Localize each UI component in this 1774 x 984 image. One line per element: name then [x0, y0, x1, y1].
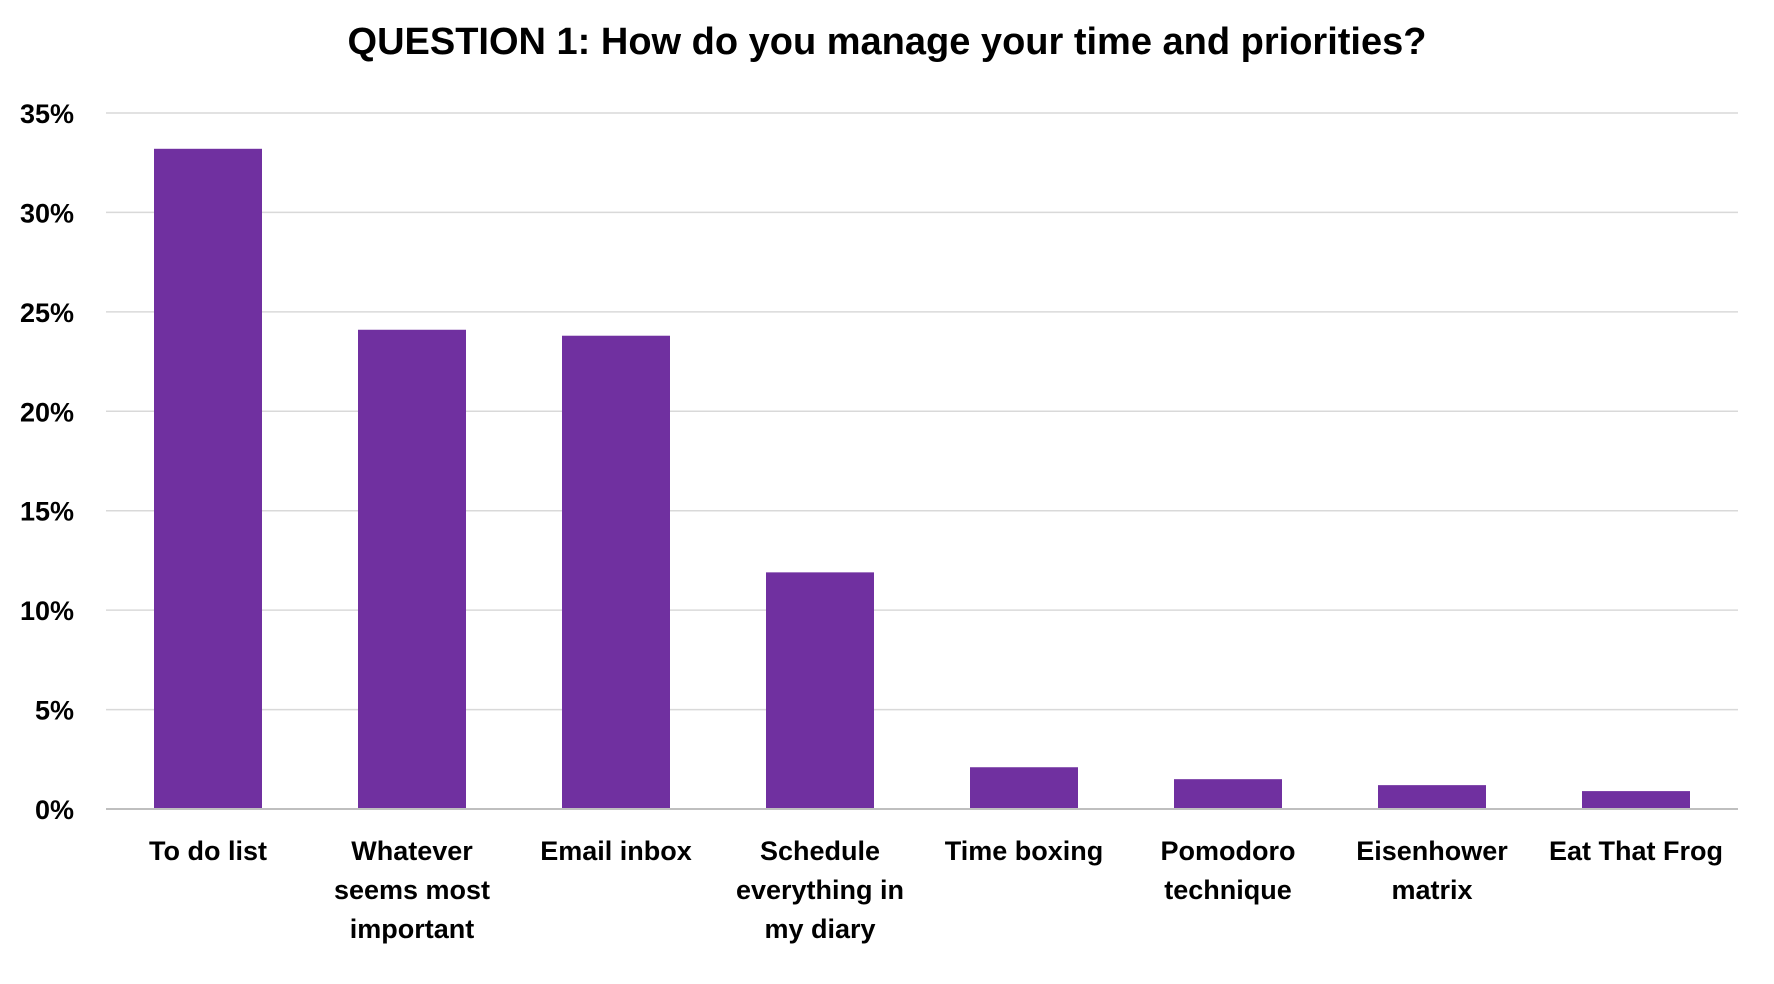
category-label-line: To do list	[149, 836, 267, 866]
bar	[1582, 791, 1690, 809]
category-label-line: Schedule	[760, 836, 880, 866]
category-label-line: seems most	[334, 875, 490, 905]
category-labels: To do list Whatever seems most important Ema…	[149, 836, 1723, 944]
category-label: Eat That Frog	[1549, 836, 1723, 866]
category-label-line: my diary	[764, 914, 875, 944]
category-label-line: technique	[1164, 875, 1292, 905]
category-label: Email inbox	[540, 836, 692, 866]
y-tick-label: 20%	[20, 397, 74, 427]
bar	[970, 767, 1078, 809]
category-label: Whatever seems most important	[334, 836, 490, 944]
category-label: Time boxing	[945, 836, 1104, 866]
bar	[766, 572, 874, 809]
y-tick-label: 25%	[20, 298, 74, 328]
bar	[1174, 779, 1282, 809]
category-label-line: Eisenhower	[1356, 836, 1508, 866]
bar	[358, 329, 466, 809]
category-label: Pomodoro technique	[1161, 836, 1296, 905]
bars	[154, 148, 1690, 809]
y-axis-ticks: 0% 5% 10% 15% 20% 25% 30% 35%	[20, 99, 74, 825]
bar	[154, 148, 262, 809]
gridlines	[106, 112, 1738, 711]
bar	[562, 335, 670, 809]
category-label-line: important	[350, 914, 475, 944]
category-label-line: Whatever	[351, 836, 473, 866]
y-tick-label: 30%	[20, 198, 74, 228]
y-tick-label: 0%	[35, 795, 74, 825]
y-tick-label: 5%	[35, 696, 74, 726]
bar	[1378, 785, 1486, 809]
category-label-line: matrix	[1391, 875, 1472, 905]
category-label-line: Time boxing	[945, 836, 1104, 866]
chart-title: QUESTION 1: How do you manage your time …	[348, 21, 1427, 63]
category-label-line: Eat That Frog	[1549, 836, 1723, 866]
y-tick-label: 15%	[20, 497, 74, 527]
y-tick-label: 35%	[20, 99, 74, 129]
category-label: Schedule everything in my diary	[736, 836, 904, 944]
category-label-line: everything in	[736, 875, 904, 905]
category-label-line: Email inbox	[540, 836, 692, 866]
category-label-line: Pomodoro	[1161, 836, 1296, 866]
y-tick-label: 10%	[20, 596, 74, 626]
category-label: Eisenhower matrix	[1356, 836, 1508, 905]
category-label: To do list	[149, 836, 267, 866]
